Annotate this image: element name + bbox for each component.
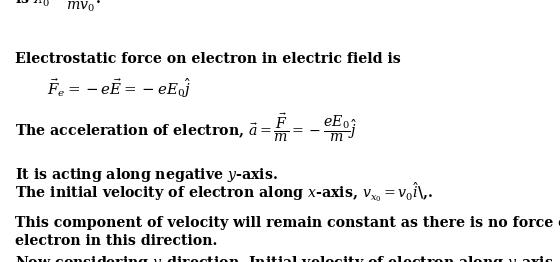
Text: Electrostatic force on electron in electric field is: Electrostatic force on electron in elect… — [16, 52, 401, 66]
Text: Now considering $y$-direction. Initial velocity of electron along $y$-axis, $v_{: Now considering $y$-direction. Initial v… — [16, 254, 560, 262]
Text: The acceleration of electron, $\vec{a} = \dfrac{\vec{F}}{m} = -\dfrac{eE_0}{m}\h: The acceleration of electron, $\vec{a} =… — [16, 112, 358, 144]
Text: electron in this direction.: electron in this direction. — [16, 234, 218, 248]
Text: is $\lambda_0 = \dfrac{h}{mv_0}$.  $\cdot$: is $\lambda_0 = \dfrac{h}{mv_0}$. $\cdot… — [16, 0, 116, 14]
Text: This component of velocity will remain constant as there is no force on: This component of velocity will remain c… — [16, 216, 560, 230]
Text: It is acting along negative $y$-axis.: It is acting along negative $y$-axis. — [16, 166, 278, 184]
Text: The initial velocity of electron along $x$-axis, $v_{x_0} = v_0\hat{i}$\,.: The initial velocity of electron along $… — [16, 180, 433, 204]
Text: $\vec{F}_e = -e\vec{E} = -eE_0\hat{j}$: $\vec{F}_e = -e\vec{E} = -eE_0\hat{j}$ — [46, 77, 191, 100]
